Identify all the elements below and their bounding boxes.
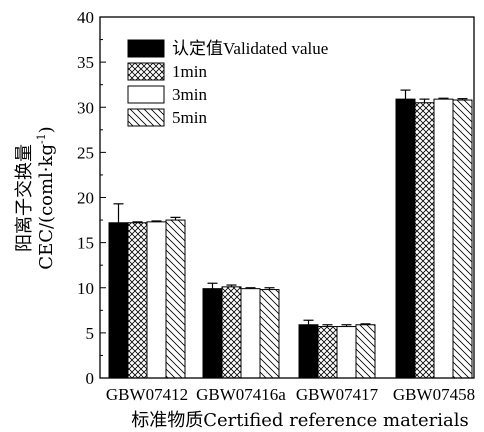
y-axis-title-main: CEC/(coml·kg	[36, 144, 57, 270]
y-axis-title: 阳离子交换量 CEC/(coml·kg-1)	[14, 126, 57, 269]
bar	[221, 286, 242, 379]
x-tick-label: GBW07458	[393, 385, 475, 404]
bar	[298, 324, 319, 379]
y-tick-label: 30	[77, 98, 94, 117]
bar	[165, 219, 186, 379]
legend-label: 1min	[172, 62, 207, 81]
legend-swatch	[127, 108, 165, 127]
tick-labels: 0 5 10 15 20 25 30 35 40 GBW07412 GBW07416a GBW0741…	[77, 8, 475, 404]
x-tick-label: GBW07416a	[196, 385, 286, 404]
bar	[336, 326, 357, 379]
y-axis-title-sup: -1	[35, 133, 48, 144]
legend: 认定值Validated value 1min 3min 5min	[127, 39, 328, 127]
legend-swatch	[127, 85, 165, 104]
x-tick-label: GBW07412	[106, 385, 188, 404]
y-tick-label: 0	[86, 369, 95, 388]
y-tick-label: 15	[77, 234, 94, 253]
y-axis-title-end: )	[36, 126, 57, 133]
y-tick-label: 10	[77, 279, 94, 298]
bar	[240, 288, 261, 379]
y-tick-label: 25	[77, 143, 94, 162]
bar	[452, 99, 473, 379]
legend-swatch	[127, 62, 165, 81]
x-tick-label: GBW07417	[296, 385, 379, 404]
legend-label: 认定值Validated value	[172, 39, 328, 58]
legend-label: 5min	[172, 108, 207, 127]
y-axis-title-line1: 阳离子交换量	[14, 144, 35, 252]
bar	[108, 222, 129, 379]
bar	[259, 289, 280, 379]
y-tick-label: 20	[77, 189, 94, 208]
legend-label: 3min	[172, 85, 207, 104]
legend-swatch	[127, 39, 165, 58]
y-axis-title-line2: CEC/(coml·kg-1)	[35, 126, 57, 269]
bar	[127, 222, 148, 379]
bar	[317, 326, 338, 379]
x-axis-title: 标准物质Certified reference materials	[131, 410, 469, 431]
bar	[146, 221, 167, 379]
y-tick-label: 5	[86, 324, 95, 343]
y-tick-label: 35	[77, 53, 94, 72]
bar	[414, 102, 435, 379]
bar	[202, 288, 223, 379]
bar	[355, 324, 376, 379]
axes	[99, 16, 475, 379]
bars	[108, 89, 473, 379]
bar	[395, 98, 416, 379]
y-tick-label: 40	[77, 8, 94, 27]
bar	[433, 98, 454, 379]
